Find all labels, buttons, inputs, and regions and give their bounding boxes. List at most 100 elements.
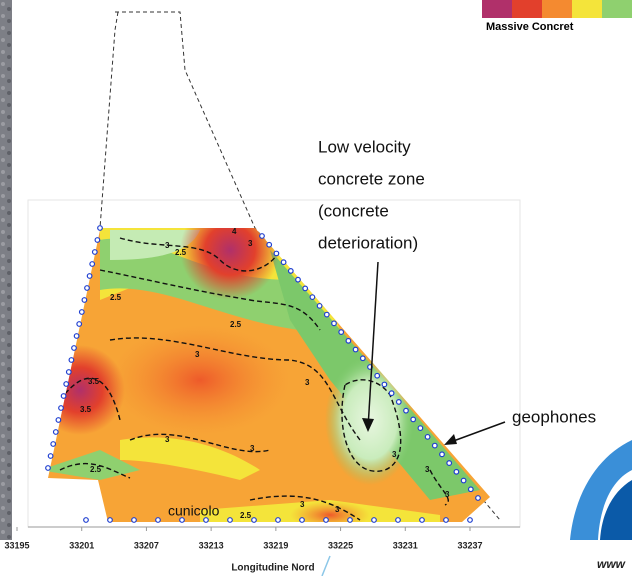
geophone: [447, 461, 452, 466]
geophone: [108, 518, 113, 523]
geophone: [296, 277, 301, 282]
geophone: [361, 356, 366, 361]
tick-label: 33207: [134, 540, 159, 550]
geophone: [61, 394, 66, 399]
contour-label: 3: [165, 435, 170, 444]
annotation-line: deterioration): [318, 233, 418, 252]
geophone: [59, 406, 64, 411]
contour-label: 3: [248, 239, 253, 248]
geophone: [300, 518, 305, 523]
geophone: [440, 452, 445, 457]
geophone: [98, 226, 103, 231]
geophone: [228, 518, 233, 523]
geophone: [454, 470, 459, 475]
geophone: [69, 358, 74, 363]
geophone: [276, 518, 281, 523]
contour-label: 3: [165, 241, 170, 250]
geophone: [397, 400, 402, 405]
geophone: [64, 382, 69, 387]
geophone: [132, 518, 137, 523]
geophone: [389, 391, 394, 396]
geophone-arrow: [448, 422, 505, 443]
geophone: [84, 518, 89, 523]
tick-label: 33219: [263, 540, 288, 550]
contour-label: 3: [425, 465, 430, 474]
contour-label: 3.5: [80, 405, 92, 414]
geophone: [303, 286, 308, 291]
arrow-head: [444, 434, 457, 445]
geophone: [267, 242, 272, 247]
geophone: [85, 286, 90, 291]
logo: [570, 440, 632, 540]
contour-label: 3: [305, 378, 310, 387]
contour-label: 2.5: [230, 320, 242, 329]
geophone: [382, 382, 387, 387]
geophone: [281, 260, 286, 265]
x-axis-label: Longitudine Nord: [231, 563, 314, 574]
contour-label: 3: [445, 490, 450, 499]
geophone: [74, 334, 79, 339]
contour-label: 3: [300, 500, 305, 509]
watermark: www: [597, 557, 626, 571]
geophone: [332, 321, 337, 326]
contour-label: 3.5: [88, 377, 100, 386]
contour-label: 3: [392, 450, 397, 459]
contour-label: 2.5: [110, 293, 122, 302]
contour-label: 4: [232, 227, 237, 236]
contour-label: 2.5: [240, 511, 252, 520]
geophone: [46, 466, 51, 471]
geophone: [325, 312, 330, 317]
contour-label: 2.5: [175, 248, 187, 257]
geophone: [425, 435, 430, 440]
geophone: [348, 518, 353, 523]
geophone: [324, 518, 329, 523]
tick-label: 33231: [393, 540, 418, 550]
tick-label: 33195: [4, 540, 29, 550]
page: 4332.52.52.5333.53.5332.53332.533 Massiv…: [0, 0, 632, 576]
geophone: [433, 443, 438, 448]
geophone: [93, 250, 98, 255]
contour-label: 3: [335, 505, 340, 514]
geophone: [252, 518, 257, 523]
contour-label: 2.5: [90, 465, 102, 474]
geophone: [372, 518, 377, 523]
geophone: [95, 238, 100, 243]
geophone: [346, 339, 351, 344]
geophone: [90, 262, 95, 267]
photo-strip: [0, 0, 12, 540]
geophone: [339, 330, 344, 335]
geophone: [289, 269, 294, 274]
tunnel-label: cunicolo: [168, 503, 220, 519]
geophone: [54, 430, 59, 435]
tick-label: 33225: [328, 540, 353, 550]
geophone: [156, 518, 161, 523]
geophone: [461, 478, 466, 483]
geophone: [404, 408, 409, 413]
contour-label: 3: [195, 350, 200, 359]
tick-label: 33201: [69, 540, 94, 550]
geophone: [444, 518, 449, 523]
velocity-field: [35, 200, 500, 530]
geophone: [468, 518, 473, 523]
geophones-label: geophones: [512, 407, 596, 426]
geophone: [418, 426, 423, 431]
tick-label: 33213: [199, 540, 224, 550]
legend-caption: Massive Concret: [486, 21, 574, 33]
color-bar: [482, 0, 632, 18]
geophone: [420, 518, 425, 523]
geophone: [396, 518, 401, 523]
geophone: [411, 417, 416, 422]
geophone: [310, 295, 315, 300]
geophone: [82, 298, 87, 303]
geophone: [375, 373, 380, 378]
geophone: [77, 322, 82, 327]
geophone: [87, 274, 92, 279]
geophone: [56, 418, 61, 423]
geophone: [317, 304, 322, 309]
annotation-line: Low velocity: [318, 137, 411, 156]
geophone: [72, 346, 77, 351]
geophone: [67, 370, 72, 375]
figure: 4332.52.52.5333.53.5332.53332.533 Massiv…: [0, 0, 632, 576]
